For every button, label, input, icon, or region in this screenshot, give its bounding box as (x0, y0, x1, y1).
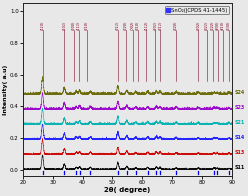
Text: S14: S14 (234, 135, 245, 140)
Y-axis label: Intensity( a.u): Intensity( a.u) (3, 65, 8, 115)
Legend: SnO₂(JCPDS 41-1445): SnO₂(JCPDS 41-1445) (165, 6, 229, 14)
Text: (301): (301) (153, 20, 157, 30)
Text: S23: S23 (234, 105, 245, 110)
Text: (400): (400) (216, 20, 220, 30)
Text: (321): (321) (205, 20, 209, 30)
Text: S24: S24 (234, 90, 245, 95)
Text: (110): (110) (40, 20, 44, 30)
Text: (200): (200) (72, 20, 76, 30)
Text: (210): (210) (85, 20, 89, 30)
Text: S21: S21 (234, 120, 245, 125)
Text: (211): (211) (116, 20, 120, 30)
Text: (310): (310) (136, 20, 140, 30)
Text: (222): (222) (211, 20, 215, 30)
Text: (311): (311) (158, 20, 162, 30)
Text: (111): (111) (77, 20, 81, 30)
Text: (002): (002) (131, 20, 135, 30)
Text: S11: S11 (234, 165, 245, 170)
Text: (410): (410) (221, 20, 225, 30)
Text: S13: S13 (234, 150, 245, 155)
Text: (330): (330) (227, 20, 231, 30)
Text: (320): (320) (174, 20, 178, 30)
Text: (220): (220) (124, 20, 128, 30)
Text: (112): (112) (144, 20, 148, 30)
Text: (202): (202) (196, 20, 200, 30)
X-axis label: 2θ( degree): 2θ( degree) (104, 187, 151, 192)
Text: (101): (101) (62, 20, 66, 30)
